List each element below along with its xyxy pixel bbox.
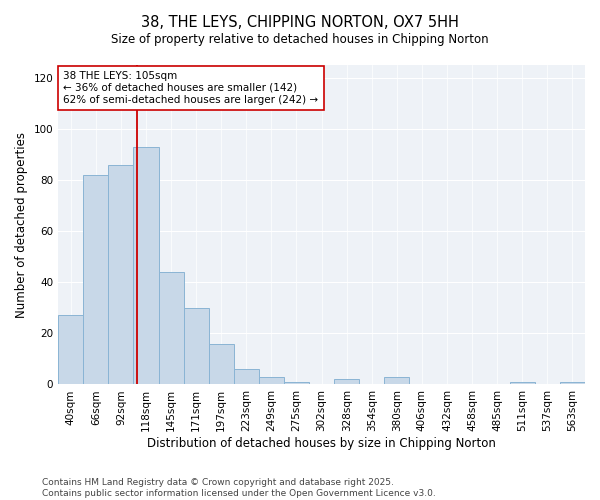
Bar [109,164,133,384]
Bar [385,377,409,384]
Bar [83,175,109,384]
Bar [133,147,158,384]
Bar [58,316,83,384]
Bar [184,308,209,384]
Bar [158,272,184,384]
X-axis label: Distribution of detached houses by size in Chipping Norton: Distribution of detached houses by size … [147,437,496,450]
Bar [334,380,359,384]
Text: Contains HM Land Registry data © Crown copyright and database right 2025.
Contai: Contains HM Land Registry data © Crown c… [42,478,436,498]
Text: 38, THE LEYS, CHIPPING NORTON, OX7 5HH: 38, THE LEYS, CHIPPING NORTON, OX7 5HH [141,15,459,30]
Text: 38 THE LEYS: 105sqm
← 36% of detached houses are smaller (142)
62% of semi-detac: 38 THE LEYS: 105sqm ← 36% of detached ho… [64,72,319,104]
Bar [560,382,585,384]
Bar [284,382,309,384]
Bar [259,377,284,384]
Bar [234,369,259,384]
Y-axis label: Number of detached properties: Number of detached properties [15,132,28,318]
Bar [209,344,234,384]
Bar [510,382,535,384]
Text: Size of property relative to detached houses in Chipping Norton: Size of property relative to detached ho… [111,32,489,46]
